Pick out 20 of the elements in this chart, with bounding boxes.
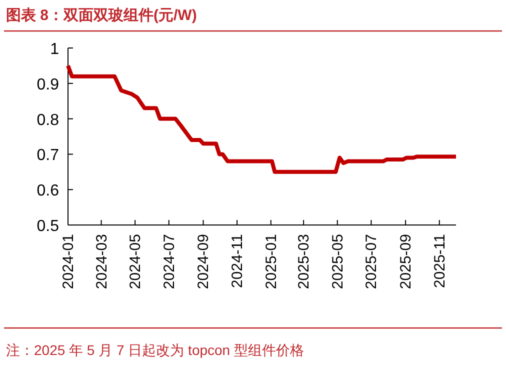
y-tick-label: 0.7 bbox=[36, 147, 60, 164]
y-tick-label: 0.9 bbox=[36, 76, 60, 94]
x-tick-label: 2024-03 bbox=[93, 234, 110, 290]
x-tick-label: 2025-03 bbox=[296, 234, 313, 290]
x-tick-label: 2025-07 bbox=[363, 234, 380, 290]
y-tick-label: 0.8 bbox=[36, 112, 60, 129]
x-tick-label: 2025-01 bbox=[262, 234, 280, 290]
text: 注：2025 年 5 月 7 日起改为 topcon 型组件价格 bbox=[6, 342, 304, 358]
x-tick-label: 2025-11 bbox=[431, 234, 448, 288]
x-tick-label: 2025-05 bbox=[329, 234, 346, 290]
x-tick-label: 2025-09 bbox=[398, 234, 415, 290]
y-tick-label: 0.5 bbox=[36, 218, 60, 235]
x-tick-label: 2024-07 bbox=[160, 234, 178, 290]
y-tick-label: 0.6 bbox=[36, 182, 60, 200]
x-tick-label: 2024-09 bbox=[195, 234, 212, 290]
x-tick-label: 2024-11 bbox=[229, 234, 246, 288]
chart-title: 图表 8：双面双玻组件(元/W) bbox=[6, 7, 197, 24]
x-tick-label: 2024-01 bbox=[60, 234, 77, 290]
x-tick-label: 2024-05 bbox=[127, 234, 144, 290]
y-tick-label: 1 bbox=[50, 41, 60, 58]
